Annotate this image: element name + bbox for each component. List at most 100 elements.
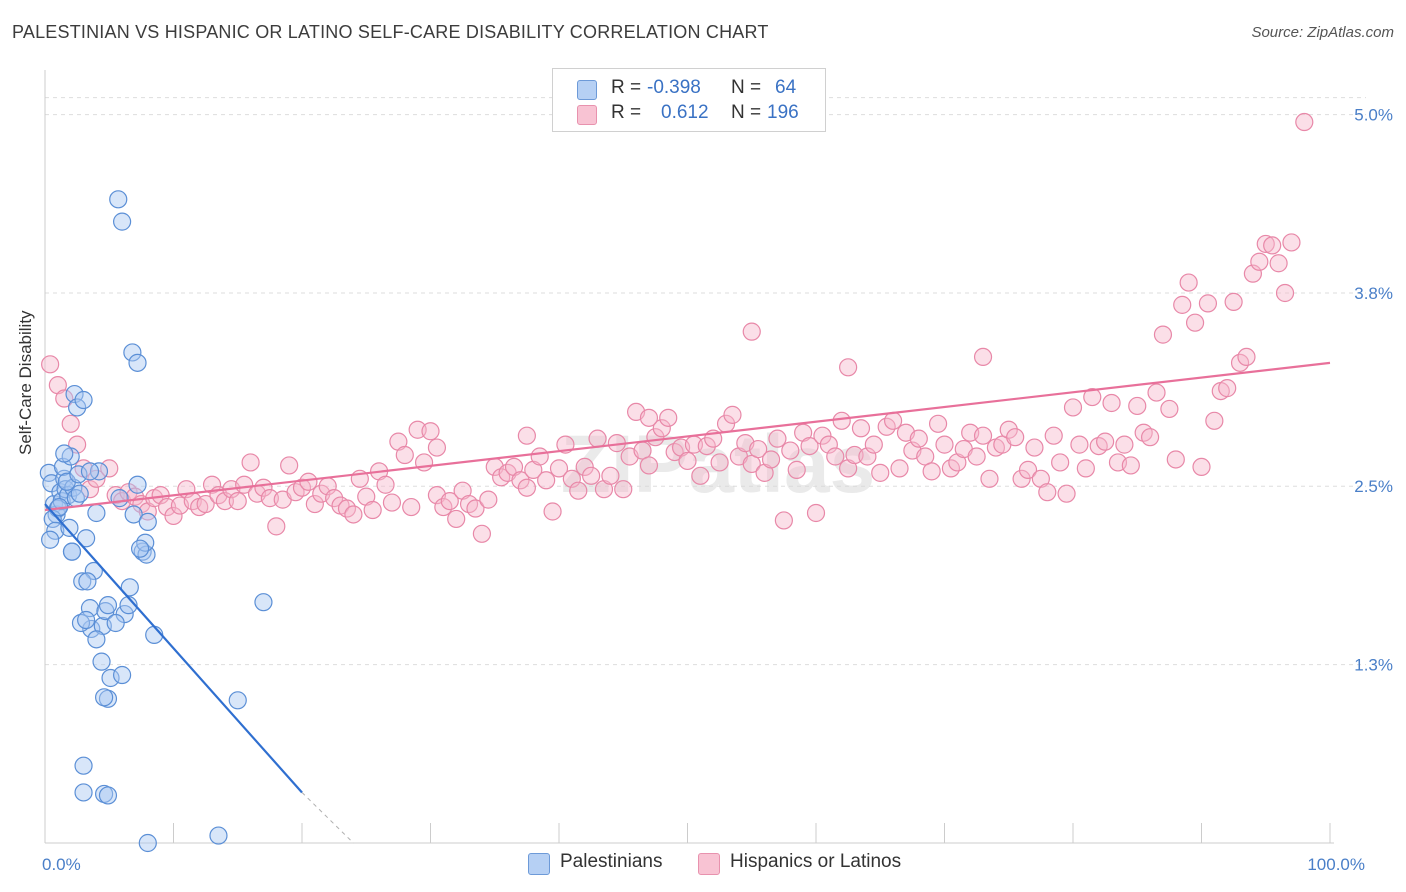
data-point-hispanics [832, 411, 851, 430]
data-point-hispanics [1160, 399, 1179, 419]
data-point-hispanics [395, 445, 414, 465]
data-point-hispanics [55, 389, 74, 408]
data-point-hispanics [305, 494, 324, 514]
data-point-palestinians [120, 578, 139, 597]
data-point-hispanics [1057, 484, 1076, 503]
data-point-hispanics [1096, 432, 1115, 451]
data-point-hispanics [800, 436, 819, 456]
data-point-hispanics [87, 469, 106, 488]
data-point-hispanics [1063, 398, 1083, 417]
watermark: ZIPatlas [561, 419, 875, 510]
legend-swatch-pink [698, 853, 720, 875]
data-point-hispanics [806, 503, 826, 523]
data-point-palestinians [106, 613, 125, 633]
data-point-hispanics [41, 355, 60, 374]
data-point-palestinians [74, 390, 93, 410]
data-point-hispanics [511, 471, 530, 490]
data-point-hispanics [999, 420, 1018, 439]
data-point-hispanics [922, 462, 941, 481]
data-point-hispanics [1192, 457, 1211, 477]
data-point-hispanics [1012, 469, 1031, 488]
data-point-hispanics [787, 460, 806, 479]
data-point-hispanics [1083, 387, 1102, 407]
data-point-hispanics [588, 429, 607, 448]
data-point-hispanics [973, 347, 993, 367]
trend-line-palestinians-extension [301, 792, 354, 844]
data-point-palestinians [92, 652, 111, 671]
data-point-palestinians [228, 691, 247, 710]
data-point-hispanics [61, 414, 80, 433]
series-palestinians-points [39, 190, 273, 853]
data-point-hispanics [1044, 426, 1063, 445]
data-point-hispanics [871, 463, 890, 482]
data-point-palestinians [87, 503, 106, 523]
correlation-legend: R = -0.398 N = 64 R = 0.612 N = 196 [552, 68, 826, 132]
data-point-hispanics [639, 456, 659, 475]
data-point-hispanics [202, 475, 222, 494]
data-point-hispanics [280, 456, 299, 475]
chart-title: PALESTINIAN VS HISPANIC OR LATINO SELF-C… [12, 22, 769, 42]
data-point-hispanics [1263, 236, 1282, 255]
data-point-hispanics [826, 447, 845, 466]
data-point-palestinians [62, 542, 82, 561]
data-point-hispanics [1166, 450, 1185, 469]
data-point-hispanics [427, 438, 447, 457]
data-point-hispanics [659, 408, 678, 427]
data-point-hispanics [517, 426, 536, 445]
data-point-palestinians [109, 190, 128, 209]
data-point-palestinians [41, 530, 60, 549]
trend-line-hispanics [44, 361, 1331, 512]
data-point-hispanics [414, 453, 434, 472]
data-point-palestinians [254, 593, 273, 612]
data-point-hispanics [1128, 396, 1147, 416]
data-point-hispanics [1185, 313, 1205, 332]
legend-n-value: 64 [775, 77, 797, 98]
y-tick-label: 1.3% [1354, 656, 1393, 675]
data-point-palestinians [65, 384, 84, 404]
legend-label: Hispanics or Latinos [730, 851, 902, 872]
data-point-palestinians [136, 533, 155, 552]
data-point-hispanics [652, 419, 671, 438]
data-point-palestinians [68, 398, 87, 417]
data-point-palestinians [98, 596, 118, 615]
data-point-palestinians [138, 512, 157, 532]
x-tick-label: 100.0% [1307, 855, 1365, 874]
data-point-palestinians [71, 613, 91, 633]
data-point-hispanics [569, 481, 588, 500]
data-point-hispanics [241, 453, 260, 472]
data-point-palestinians [77, 610, 96, 630]
data-point-hispanics [890, 459, 909, 478]
data-point-hispanics [549, 459, 569, 478]
data-point-hispanics [935, 435, 954, 454]
data-point-hispanics [1205, 411, 1224, 430]
data-point-palestinians [130, 539, 150, 558]
data-point-palestinians [77, 529, 96, 548]
data-point-hispanics [376, 475, 395, 494]
data-point-hispanics [543, 502, 562, 521]
data-point-hispanics [928, 414, 948, 433]
data-point-hispanics [344, 505, 363, 524]
data-point-hispanics [1018, 460, 1038, 479]
data-point-hispanics [774, 511, 793, 530]
legend-n-label: N = [731, 77, 762, 98]
data-point-hispanics [421, 422, 440, 441]
data-point-hispanics [1282, 233, 1301, 252]
series-hispanics-points [41, 112, 1314, 543]
data-point-hispanics [1153, 325, 1173, 344]
data-point-hispanics [883, 411, 903, 430]
trend-lines [44, 361, 1331, 844]
data-point-hispanics [1025, 438, 1044, 457]
data-point-hispanics [851, 419, 871, 438]
data-point-hispanics [1237, 347, 1256, 367]
data-point-palestinians [209, 826, 228, 845]
data-point-hispanics [1076, 459, 1095, 478]
legend-r-value: 0.612 [661, 102, 709, 123]
legend-n-value: 196 [767, 102, 799, 123]
data-point-hispanics [440, 491, 459, 511]
y-tick-label: 5.0% [1354, 106, 1393, 125]
data-point-hispanics [582, 466, 601, 485]
data-point-hispanics [1179, 273, 1198, 292]
data-point-palestinians [80, 462, 100, 481]
data-point-hispanics [1173, 295, 1192, 314]
data-point-palestinians [69, 465, 88, 484]
